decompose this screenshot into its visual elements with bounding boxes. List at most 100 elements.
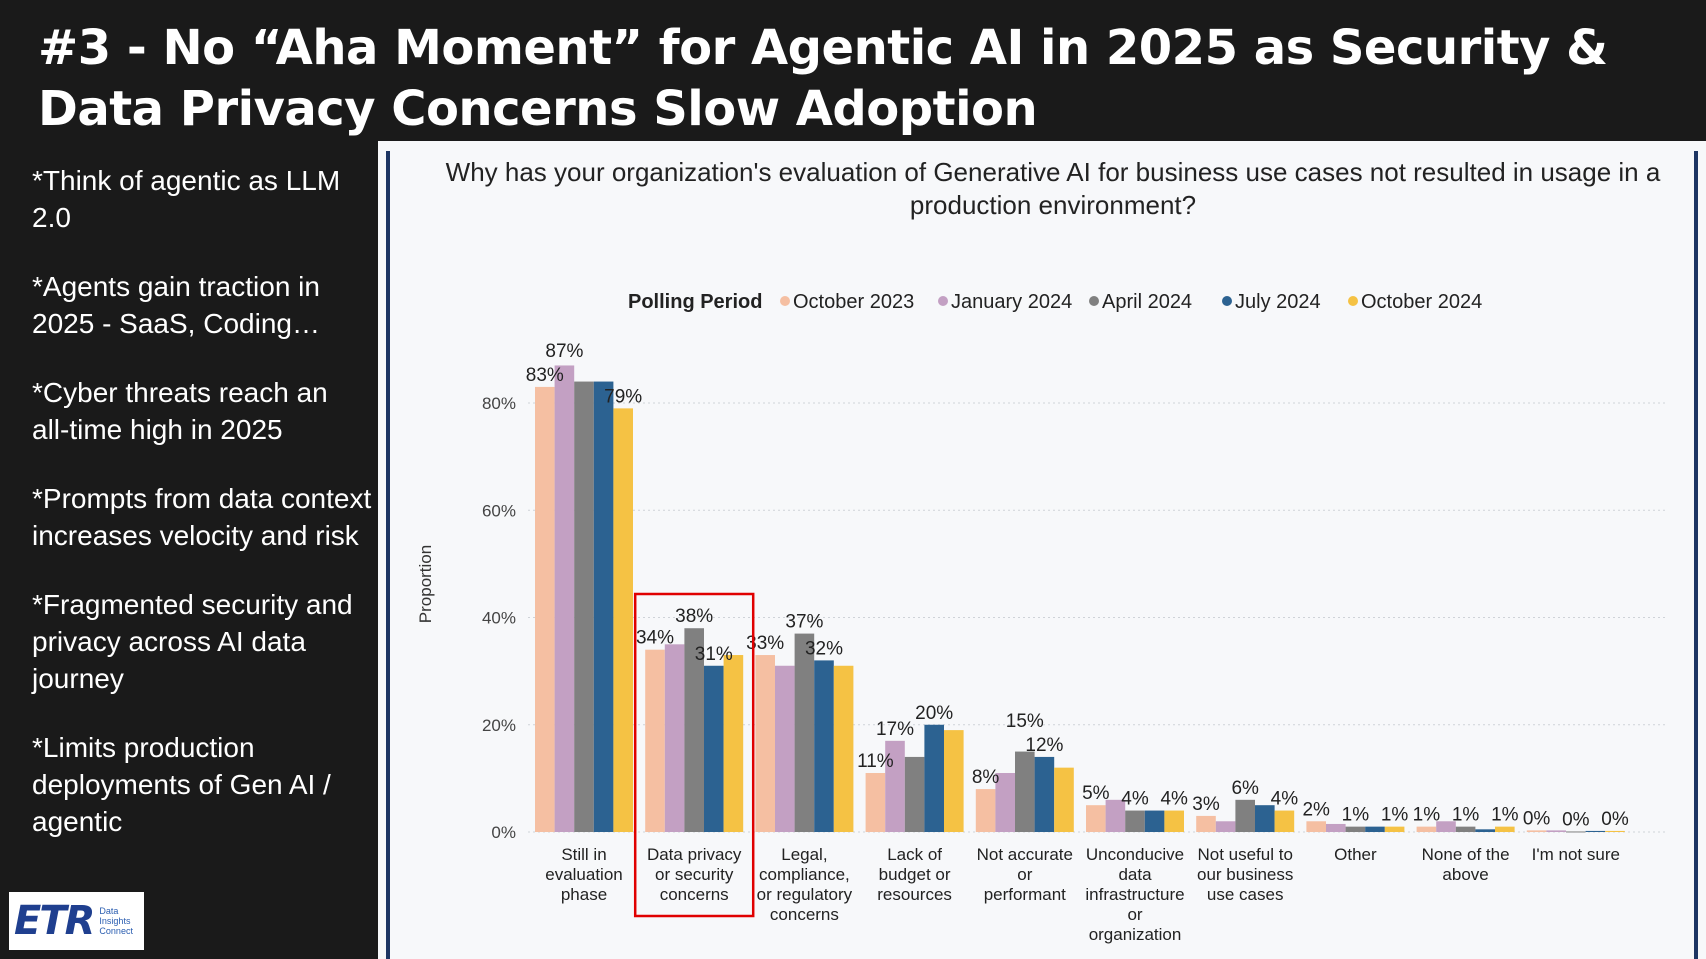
legend-entry: July 2024 [1235, 291, 1321, 313]
bar [865, 773, 886, 832]
bar [995, 773, 1015, 832]
data-label: 8% [972, 767, 1000, 788]
chart-panel: Why has your organization's evaluation o… [378, 141, 1706, 959]
bar [723, 655, 744, 832]
slide-title: #3 - No “Aha Moment” for Agentic AI in 2… [38, 18, 1698, 140]
data-label: 4% [1121, 789, 1149, 810]
data-label: 5% [1082, 783, 1110, 804]
category-label: data [1118, 865, 1152, 884]
sidebar-note: *Think of agentic as LLM 2.0 [32, 165, 341, 233]
bar [1015, 751, 1035, 832]
data-label: 11% [857, 751, 894, 772]
bar-chart: 0% 20% 40% 60% 80% Proportion Polling Period Oc… [416, 291, 1668, 944]
logo-sub-line: Insights [99, 916, 131, 926]
data-label: 0% [1601, 809, 1629, 830]
bar [775, 665, 795, 832]
bar [1144, 810, 1165, 832]
category-label: Unconducive [1086, 845, 1184, 864]
category-label: I'm not sure [1532, 845, 1620, 864]
bar [1585, 830, 1606, 832]
category-label: Lack of [887, 845, 942, 864]
data-label: 17% [876, 719, 914, 740]
data-label: 38% [675, 606, 713, 627]
category-label: concerns [660, 885, 729, 904]
bar [574, 381, 594, 832]
bar [904, 756, 925, 832]
bar [1235, 799, 1255, 832]
legend-entry: January 2024 [951, 291, 1072, 313]
sidebar-note: *Cyber threats reach an all-time high in… [32, 377, 328, 445]
logo-sub-line: Connect [99, 926, 133, 936]
y-tick-label: 40% [482, 609, 516, 628]
bar [1526, 830, 1547, 832]
legend-marker [1222, 296, 1232, 306]
bar [814, 660, 834, 832]
legend-entry: April 2024 [1102, 291, 1192, 313]
category-label: organization [1089, 925, 1182, 944]
legend-marker [780, 296, 790, 306]
category-label: evaluation [545, 865, 623, 884]
bar [1125, 810, 1145, 832]
category-label: Legal, [781, 845, 827, 864]
data-label: 1% [1381, 805, 1409, 826]
chart-title: Why has your organization's evaluation o… [445, 157, 1661, 220]
data-label: 37% [785, 612, 823, 633]
legend-title: Polling Period [628, 291, 762, 313]
y-axis-label: Proportion [416, 545, 435, 623]
bar [593, 381, 614, 832]
bar [1605, 830, 1625, 832]
legend-marker [1348, 296, 1358, 306]
sidebar-note: *Fragmented security and privacy across … [32, 589, 353, 694]
data-label: 79% [604, 386, 642, 407]
legend-marker [938, 296, 948, 306]
bar [1384, 826, 1405, 832]
bar [1416, 826, 1437, 832]
data-label: 15% [1006, 711, 1044, 732]
slide-title-line-2: Data Privacy Concerns Slow Adoption [38, 81, 1038, 137]
bar [1255, 805, 1275, 832]
category-label: Still in [561, 845, 606, 864]
category-label: or [1127, 905, 1142, 924]
panel-border-right [1694, 151, 1698, 959]
bar [613, 408, 633, 832]
bar [535, 386, 555, 832]
category-label: concerns [770, 905, 839, 924]
data-label: 1% [1342, 805, 1370, 826]
category-label: our business [1197, 865, 1293, 884]
logo-mark: ETR [14, 898, 95, 944]
category-label: Not accurate [977, 845, 1073, 864]
bar [1436, 821, 1456, 832]
bar [924, 724, 944, 832]
logo-subtitle: Data Insights Connect [99, 906, 133, 936]
bar [1455, 826, 1476, 832]
bar [1345, 826, 1366, 832]
bar [1034, 756, 1055, 832]
data-label: 0% [1523, 808, 1551, 829]
category-label: compliance, [759, 865, 850, 884]
panel-border-left [386, 151, 390, 959]
logo-sub-line: Data [99, 906, 119, 916]
bar [1495, 826, 1515, 832]
bar [684, 628, 704, 832]
data-label: 3% [1192, 794, 1220, 815]
bar [794, 633, 815, 832]
data-label: 87% [545, 341, 583, 362]
bar [1306, 821, 1326, 832]
category-label: infrastructure [1085, 885, 1184, 904]
bar [645, 649, 665, 832]
category-label: phase [561, 885, 607, 904]
category-label: or [1017, 865, 1032, 884]
bar [1546, 830, 1566, 832]
data-label: 2% [1302, 799, 1330, 820]
category-label: or regulatory [757, 885, 853, 904]
legend-marker [1089, 296, 1099, 306]
category-label: None of the [1422, 845, 1510, 864]
legend-entry: October 2024 [1361, 291, 1482, 313]
bar [1164, 810, 1184, 832]
bar [975, 789, 996, 832]
bar [554, 365, 575, 832]
bar [664, 644, 685, 832]
bar [755, 655, 775, 832]
data-label: 1% [1452, 805, 1480, 826]
bar [1566, 831, 1586, 833]
